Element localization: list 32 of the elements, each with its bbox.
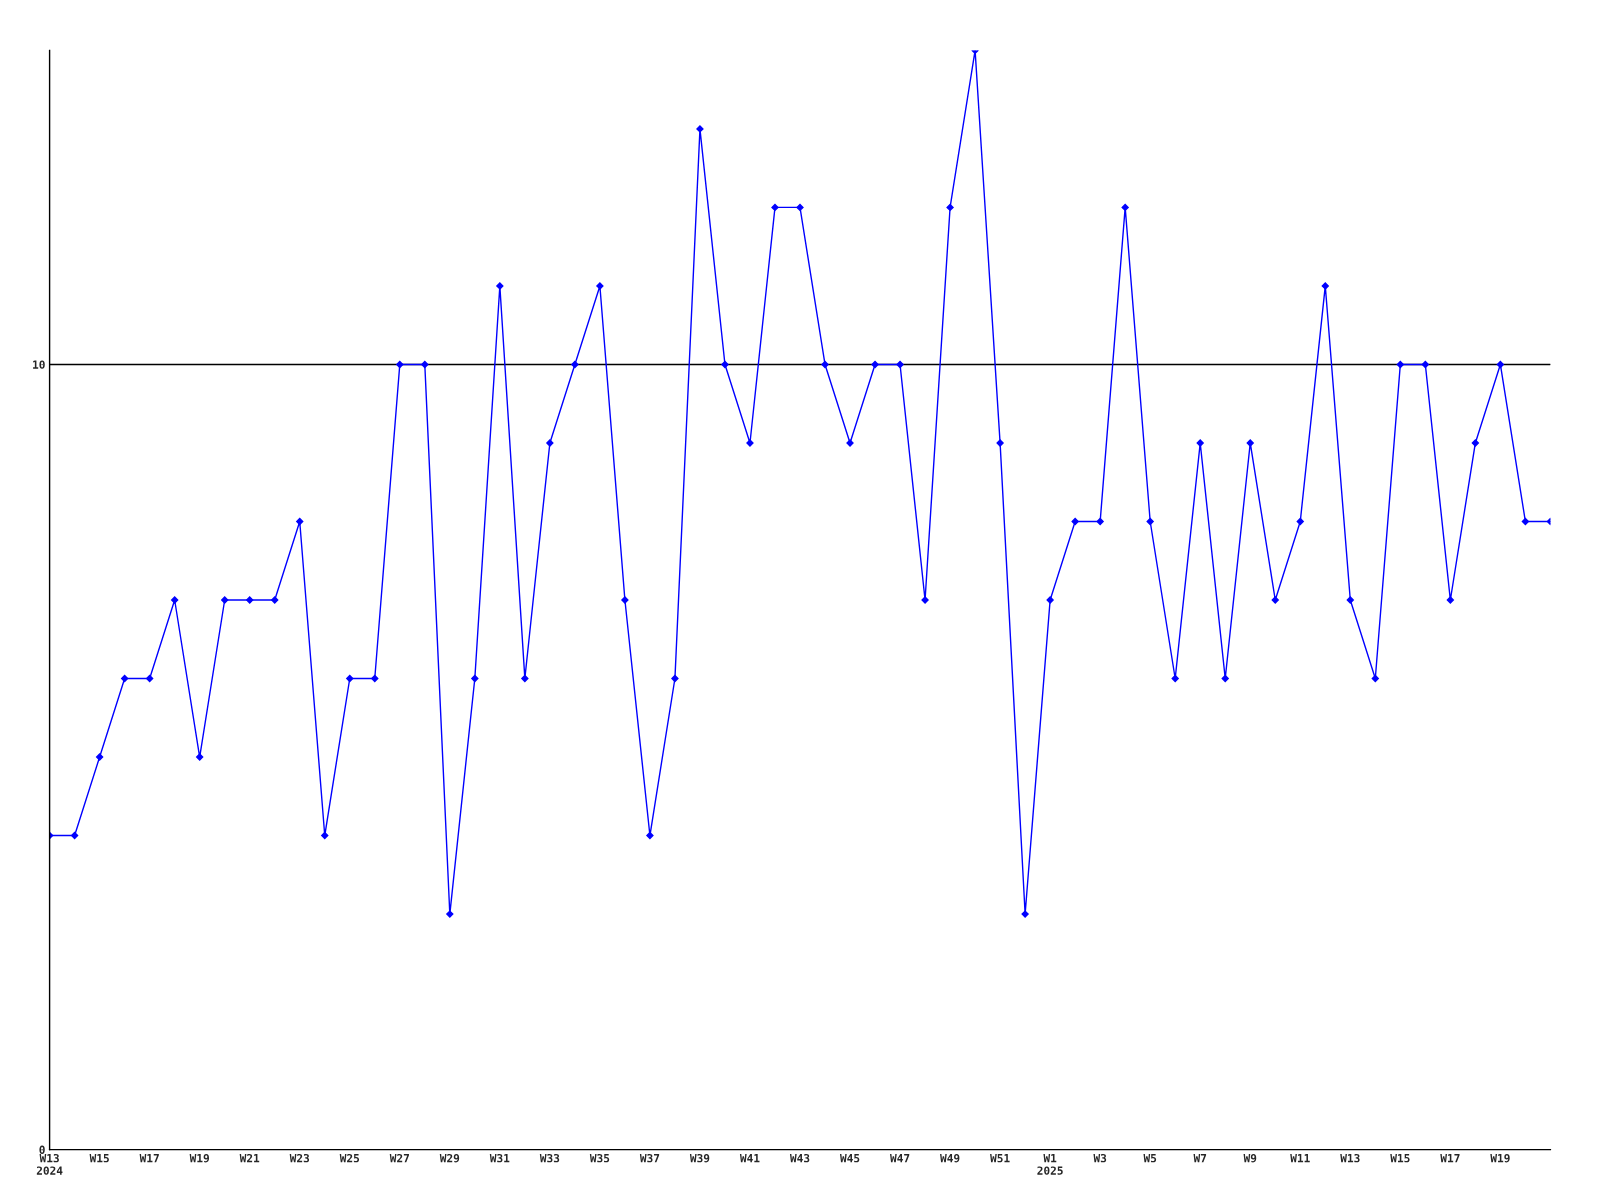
x-tick-label: W13 2024 — [36, 1153, 63, 1175]
x-tick-label: W33 — [539, 1153, 560, 1163]
x-tick-label: W51 — [990, 1154, 1010, 1163]
x-tick-label: W45 — [839, 1154, 860, 1163]
x-tick-label: W1 2025 — [1037, 1154, 1063, 1175]
x-tick-label: W37 — [639, 1153, 660, 1163]
x-tick-label: W49 — [940, 1154, 960, 1163]
x-tick-label: W19 — [1490, 1154, 1510, 1163]
x-tick-label: W3 — [1093, 1153, 1107, 1163]
x-tick-label: W41 — [739, 1154, 760, 1163]
x-tick-label: W25 — [339, 1153, 360, 1163]
x-tick-label: W21 — [239, 1153, 260, 1163]
x-tick-label: W23 — [289, 1153, 310, 1163]
x-tick-label: W15 — [89, 1154, 109, 1163]
x-tick-label: W17 — [1440, 1154, 1460, 1163]
x-tick-label: W29 — [439, 1153, 460, 1163]
y-tick-label: 0 — [39, 1145, 45, 1154]
x-tick-label: W19 — [189, 1154, 209, 1163]
x-tick-label: W27 — [389, 1153, 409, 1163]
x-tick-label: W47 — [890, 1154, 910, 1163]
x-tick-label: W7 — [1193, 1154, 1207, 1163]
x-tick-label: W17 — [139, 1154, 159, 1163]
x-tick-label: W5 — [1143, 1154, 1157, 1163]
x-tick-label: W35 — [589, 1153, 610, 1163]
x-tick-label: W13 — [1340, 1153, 1360, 1163]
y-tick-label: 10 — [33, 360, 45, 369]
x-tick-label: W15 — [1390, 1154, 1410, 1163]
x-tick-label: W9 — [1243, 1154, 1257, 1163]
x-tick-label: W11 — [1290, 1154, 1310, 1163]
x-tick-label: W39 — [689, 1153, 710, 1163]
x-tick-label: W31 — [489, 1153, 510, 1163]
x-tick-label: W43 — [789, 1153, 810, 1163]
